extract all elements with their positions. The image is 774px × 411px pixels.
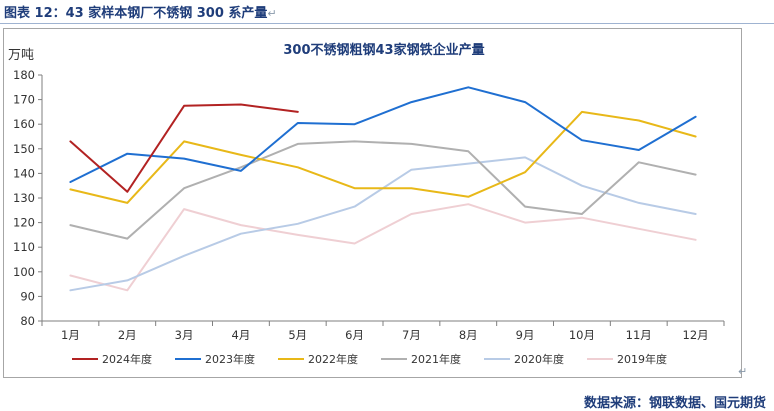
legend-label: 2023年度 [205,352,255,366]
y-tick-label: 90 [20,289,35,303]
series-line-2020年度 [69,156,697,292]
paragraph-mark-2: ↵ [738,365,748,378]
figure-caption: 图表 12：43 家样本钢厂不锈钢 300 系产量↵ [4,2,277,21]
figure-caption-text: 图表 12：43 家样本钢厂不锈钢 300 系产量 [4,6,268,21]
x-tick-label: 3月 [175,328,194,342]
y-tick-label: 150 [13,142,35,156]
y-tick-label: 110 [13,240,35,254]
series-line-2019年度 [69,203,697,292]
y-tick-label: 170 [13,93,35,107]
y-tick-label: 80 [20,314,35,328]
x-tick-label: 12月 [683,328,709,342]
source-note: 数据来源：钢联数据、国元期货 [583,396,766,411]
series-line-2021年度 [69,140,697,240]
caption-divider [0,23,774,24]
series-line-2022年度 [69,110,697,204]
x-tick-label: 5月 [288,328,307,342]
x-tick-label: 11月 [626,328,652,342]
x-tick-label: 2月 [118,328,137,342]
series-line-2023年度 [69,86,697,183]
y-axis-label: 万吨 [8,48,34,63]
x-tick-label: 10月 [569,328,595,342]
line-chart: 300不锈钢粗钢43家钢铁企业产量 万吨 80 90 100 110 120 130 140… [8,42,725,366]
y-tick-label: 140 [13,166,35,180]
x-tick-label: 1月 [61,328,80,342]
x-tick-label: 6月 [345,328,364,342]
legend-label: 2024年度 [102,352,152,366]
y-tick-label: 100 [13,265,35,279]
x-tick-label: 7月 [402,328,421,342]
legend-label: 2020年度 [514,352,564,366]
y-tick-label: 120 [13,216,35,230]
axes: 80 90 100 110 120 130 140 150 160 170 180 1月 2月 3月 4月 5… [13,68,725,342]
legend-label: 2022年度 [308,352,358,366]
series-layer [69,86,697,292]
y-tick-label: 160 [13,117,35,131]
legend: 2024年度 2023年度 2022年度 2021年度 2020年度 2019年度 [72,352,667,366]
paragraph-mark: ↵ [267,7,277,20]
x-tick-label: 9月 [516,328,535,342]
series-line-2024年度 [69,103,299,193]
legend-label: 2019年度 [617,352,667,366]
y-tick-label: 130 [13,191,35,205]
chart-title: 300不锈钢粗钢43家钢铁企业产量 [283,42,484,58]
x-tick-label: 8月 [459,328,478,342]
x-tick-label: 4月 [232,328,251,342]
chart-frame: 300不锈钢粗钢43家钢铁企业产量 万吨 80 90 100 110 120 130 140… [3,28,742,378]
y-tick-label: 180 [13,68,35,82]
legend-label: 2021年度 [411,352,461,366]
